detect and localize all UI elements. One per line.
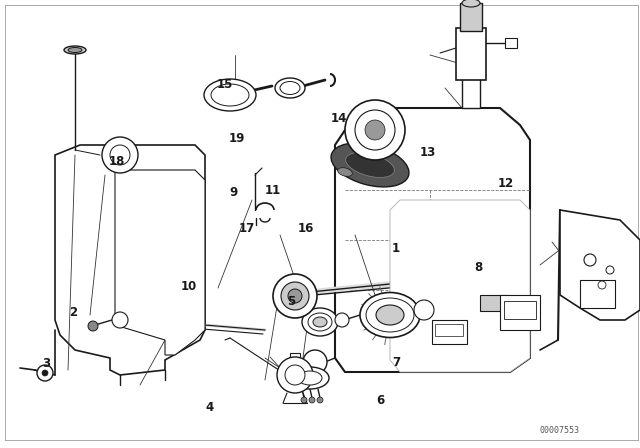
Ellipse shape — [275, 78, 305, 98]
Text: 19: 19 — [228, 132, 245, 146]
Circle shape — [414, 300, 434, 320]
Ellipse shape — [462, 0, 480, 7]
Bar — [500, 295, 540, 330]
Text: 14: 14 — [331, 112, 348, 125]
Text: 5: 5 — [287, 294, 295, 308]
Text: 18: 18 — [108, 155, 125, 168]
Ellipse shape — [204, 79, 256, 111]
Text: 00007553: 00007553 — [540, 426, 580, 435]
Circle shape — [42, 370, 48, 376]
Circle shape — [584, 254, 596, 266]
Bar — [435, 324, 463, 336]
Polygon shape — [560, 210, 640, 320]
Ellipse shape — [366, 298, 414, 332]
Circle shape — [273, 274, 317, 318]
Circle shape — [110, 145, 130, 165]
Circle shape — [285, 365, 305, 385]
Ellipse shape — [211, 84, 249, 106]
Circle shape — [309, 397, 315, 403]
Circle shape — [277, 357, 313, 393]
Polygon shape — [335, 108, 530, 372]
Text: 4: 4 — [206, 401, 214, 414]
Text: 8: 8 — [475, 261, 483, 275]
Bar — [290, 353, 300, 361]
Bar — [456, 28, 486, 80]
Circle shape — [365, 120, 385, 140]
Polygon shape — [115, 170, 205, 355]
Ellipse shape — [313, 317, 327, 327]
Text: 16: 16 — [298, 222, 314, 235]
Circle shape — [303, 350, 327, 374]
Circle shape — [88, 321, 98, 331]
Text: 2: 2 — [70, 306, 77, 319]
Text: 15: 15 — [217, 78, 234, 91]
Ellipse shape — [338, 168, 352, 177]
Ellipse shape — [302, 308, 338, 336]
Circle shape — [355, 110, 395, 150]
Circle shape — [288, 289, 302, 303]
Text: 17: 17 — [238, 222, 255, 235]
Text: 1: 1 — [392, 242, 399, 255]
Text: 6: 6 — [377, 394, 385, 408]
Circle shape — [102, 137, 138, 173]
Circle shape — [606, 266, 614, 274]
Text: 13: 13 — [419, 146, 436, 159]
Ellipse shape — [308, 313, 332, 331]
Ellipse shape — [64, 46, 86, 54]
Bar — [432, 320, 467, 344]
Circle shape — [37, 365, 53, 381]
Bar — [598, 286, 608, 302]
Ellipse shape — [280, 82, 300, 95]
Bar — [460, 3, 482, 31]
Circle shape — [345, 100, 405, 160]
Text: 12: 12 — [497, 177, 514, 190]
Ellipse shape — [376, 305, 404, 325]
Circle shape — [598, 281, 606, 289]
Ellipse shape — [298, 371, 322, 385]
Text: 10: 10 — [180, 280, 197, 293]
Circle shape — [335, 313, 349, 327]
Circle shape — [317, 397, 323, 403]
Polygon shape — [390, 200, 530, 372]
Circle shape — [281, 282, 309, 310]
Ellipse shape — [331, 143, 409, 187]
Circle shape — [301, 397, 307, 403]
Ellipse shape — [346, 153, 394, 177]
Bar — [480, 295, 508, 311]
Circle shape — [112, 312, 128, 328]
Text: 3: 3 — [42, 357, 50, 370]
Bar — [505, 38, 517, 48]
Text: 11: 11 — [265, 184, 282, 197]
Ellipse shape — [360, 293, 420, 337]
Bar — [504, 301, 536, 319]
Bar — [585, 286, 595, 302]
Bar — [462, 78, 480, 108]
Ellipse shape — [68, 47, 82, 52]
Ellipse shape — [291, 367, 329, 389]
Polygon shape — [55, 145, 205, 375]
Text: 7: 7 — [393, 356, 401, 370]
Bar — [580, 280, 615, 308]
Text: 9: 9 — [230, 186, 237, 199]
